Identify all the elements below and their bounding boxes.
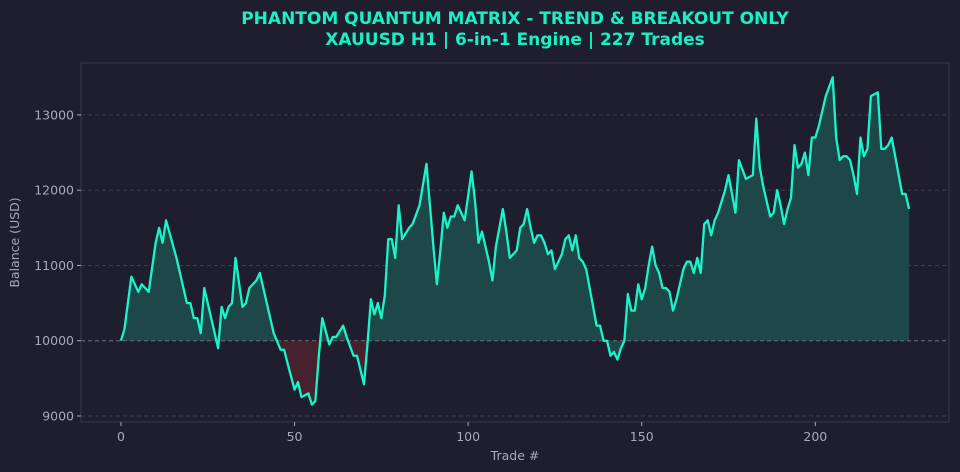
y-tick-label: 11000 [34,258,74,273]
y-tick-label: 10000 [34,333,74,348]
profit-area [367,77,910,360]
y-tick-label: 12000 [34,183,74,198]
y-axis-ticks: 9000 10000 11000 12000 13000 [34,107,81,423]
drawdown-area [276,340,321,405]
x-tick-label: 150 [630,429,654,444]
y-tick-label: 13000 [34,107,74,122]
chart-subtitle: XAUUSD H1 | 6-in-1 Engine | 227 Trades [325,30,705,50]
profit-area [120,220,217,341]
x-tick-label: 100 [456,429,480,444]
x-tick-label: 0 [117,429,125,444]
y-tick-label: 9000 [42,408,74,423]
x-axis-ticks: 0 50 100 150 200 [117,422,827,444]
x-tick-label: 50 [287,429,303,444]
chart-title: PHANTOM QUANTUM MATRIX - TREND & BREAKOU… [241,9,789,29]
equity-line [119,76,911,406]
plot-frame [80,62,950,423]
x-axis-label: Trade # [490,448,540,463]
y-axis-label: Balance (USD) [7,197,22,287]
x-tick-label: 200 [803,429,827,444]
